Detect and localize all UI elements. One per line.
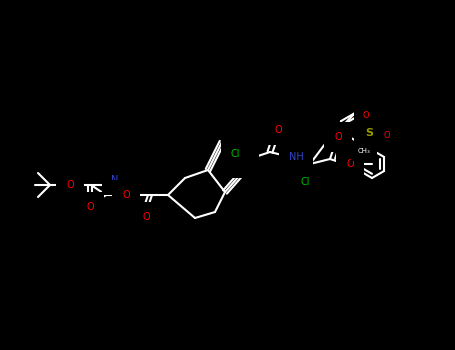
Text: Cl: Cl (300, 177, 310, 187)
Text: Cl: Cl (240, 158, 250, 168)
Text: O: O (274, 125, 282, 135)
Text: NH: NH (288, 152, 303, 162)
Text: O: O (142, 212, 150, 222)
Text: O: O (86, 202, 94, 212)
Text: O: O (334, 132, 342, 142)
Text: O: O (66, 180, 74, 190)
Text: O: O (122, 190, 130, 200)
Text: CH₃: CH₃ (358, 148, 370, 154)
Text: Cl: Cl (230, 149, 240, 159)
Text: O: O (346, 159, 354, 169)
Text: S: S (365, 128, 373, 138)
Text: O: O (363, 111, 369, 119)
Text: O: O (384, 131, 390, 140)
Text: N: N (111, 175, 119, 185)
